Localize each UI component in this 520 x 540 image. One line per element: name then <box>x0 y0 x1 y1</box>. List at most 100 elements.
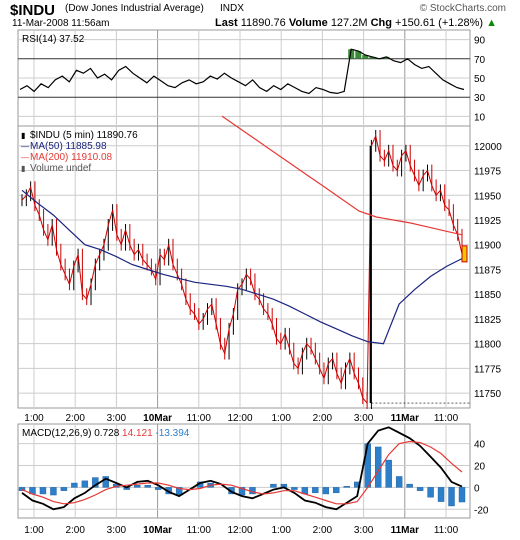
chart-ticker-exchange: INDX <box>220 3 244 14</box>
gridlines <box>18 30 470 518</box>
price-legend-marker: — <box>21 142 29 151</box>
price-legend-entry: Volume undef <box>30 163 91 174</box>
macd-histogram-bar <box>437 487 445 502</box>
x-tick-label: 1:00 <box>271 413 291 424</box>
price-tick-label: 11800 <box>474 340 502 351</box>
macd-histogram-bar <box>71 482 78 488</box>
price-tick-label: 12000 <box>474 142 502 153</box>
macd-histogram-bar <box>134 485 141 488</box>
macd-histogram-bar <box>406 483 413 488</box>
rsi-tick-label: 50 <box>474 74 486 85</box>
rsi-tick-label: 10 <box>474 112 486 123</box>
macd-histogram-bar <box>343 486 350 488</box>
chg-value: +150.61 (+1.28%) <box>395 17 484 29</box>
macd-tick-label: 40 <box>474 440 486 451</box>
copyright-mark: © StockCharts.com <box>419 3 506 14</box>
last-price-marker <box>461 245 468 263</box>
x-tick-label: 11Mar <box>391 413 419 424</box>
x-tick-label-bottom: 10Mar <box>143 525 172 536</box>
macd-histogram-bar <box>385 459 392 488</box>
x-tick-label-bottom: 12:00 <box>227 525 252 536</box>
price-panel-frame <box>17 125 471 409</box>
chart-quote-line: Last 11890.76 Volume 127.2M Chg +150.61 … <box>215 17 497 29</box>
macd-histogram-bar <box>416 487 424 491</box>
ma200-line <box>221 115 463 236</box>
ma50-line <box>21 189 463 345</box>
macd-histogram-bar <box>238 487 246 496</box>
macd-histogram-bar <box>144 485 151 488</box>
x-tick-label-bottom: 1:00 <box>271 525 291 536</box>
x-tick-label-bottom: 11Mar <box>391 525 419 536</box>
x-tick-label: 10Mar <box>143 413 172 424</box>
macd-histogram-bar <box>102 476 110 488</box>
rsi-tick-label: 30 <box>474 93 486 104</box>
x-tick-label-bottom: 11:00 <box>187 525 212 536</box>
macd-legend-part: MACD(12,26,9) 0.728 <box>22 428 120 439</box>
macd-histogram-bar <box>395 476 403 488</box>
price-tick-label: 11775 <box>474 364 502 375</box>
macd-series <box>18 426 466 511</box>
x-tick-label: 11:00 <box>434 413 459 424</box>
x-tick-label: 3:00 <box>107 413 127 424</box>
macd-legend: MACD(12,26,9) 0.728 14.121 -13.394 <box>22 428 190 439</box>
volume-value: 127.2M <box>330 17 368 29</box>
x-tick-label: 3:00 <box>354 413 374 424</box>
price-tick-label: 11750 <box>474 389 502 400</box>
macd-histogram-bar <box>270 483 277 488</box>
signal-line <box>21 440 463 505</box>
price-tick-label: 11925 <box>474 216 502 227</box>
price-tick-label: 11825 <box>474 315 502 326</box>
price-legend-entry: $INDU (5 min) 11890.76 <box>30 130 138 141</box>
macd-histogram-bar <box>333 487 340 494</box>
legends: RSI(14) 37.52 ▮ $INDU (5 min) 11890.76— MA(… <box>21 34 190 439</box>
price-legend-marker: ▮ <box>21 164 25 173</box>
chg-label: Chg <box>370 17 392 29</box>
rsi-overbought-fill <box>348 49 390 59</box>
macd-histogram-bar <box>458 487 466 503</box>
chart-date: 11-Mar-2008 11:56am <box>12 18 110 29</box>
rsi-line <box>19 48 465 95</box>
price-tick-label: 11950 <box>474 191 502 202</box>
chg-arrow-icon: ▲ <box>486 17 498 29</box>
price-tick-label: 11900 <box>474 241 502 252</box>
price-legend-marker: ▮ <box>21 131 25 140</box>
price-tick-label: 11850 <box>474 290 502 301</box>
x-tick-label: 2:00 <box>313 413 333 424</box>
rsi-tick-label: 70 <box>474 55 486 66</box>
macd-histogram-bar <box>60 487 68 491</box>
rsi-legend: RSI(14) 37.52 <box>22 34 85 45</box>
macd-histogram-bar <box>39 487 47 495</box>
macd-legend-part: 14.121 <box>119 428 153 439</box>
macd-histogram-bar <box>18 487 26 491</box>
x-tick-label-bottom: 2:00 <box>65 525 85 536</box>
macd-histogram-bar <box>448 487 455 507</box>
macd-legend-part: -13.394 <box>153 428 190 439</box>
price-legend-entry: MA(200) 11910.08 <box>30 152 113 163</box>
price-line <box>21 134 463 405</box>
x-tick-label-bottom: 11:00 <box>434 525 459 536</box>
x-tick-label-bottom: 3:00 <box>107 525 127 536</box>
last-label: Last <box>215 17 238 29</box>
x-tick-label: 12:00 <box>227 413 252 424</box>
x-tick-label: 1:00 <box>24 413 44 424</box>
x-tick-label: 11:00 <box>187 413 212 424</box>
x-tick-label-bottom: 1:00 <box>24 525 44 536</box>
tick-labels: 1:00 1:00 2:00 2:00 3:00 3:00 10Mar 10Mar 11:00 1… <box>24 36 502 536</box>
chart-symbol: $INDU <box>10 2 56 19</box>
macd-histogram-bar <box>291 487 298 490</box>
x-tick-label-bottom: 2:00 <box>313 525 333 536</box>
macd-tick-label: 20 <box>474 462 486 473</box>
x-tick-label: 2:00 <box>65 413 85 424</box>
macd-line <box>21 426 463 511</box>
macd-tick-label: 0 <box>474 483 480 494</box>
stockcharts-brand: © StockCharts.com <box>420 3 506 14</box>
rsi-series <box>19 48 465 95</box>
macd-tick-label: -20 <box>474 505 489 516</box>
macd-histogram-bar <box>322 487 330 495</box>
macd-histogram-bar <box>81 480 89 488</box>
chart-subtitle: (Dow Jones Industrial Average) <box>65 3 204 14</box>
macd-histogram-bar <box>154 487 162 490</box>
macd-histogram-bar <box>427 487 434 498</box>
rsi-tick-label: 90 <box>474 36 486 47</box>
